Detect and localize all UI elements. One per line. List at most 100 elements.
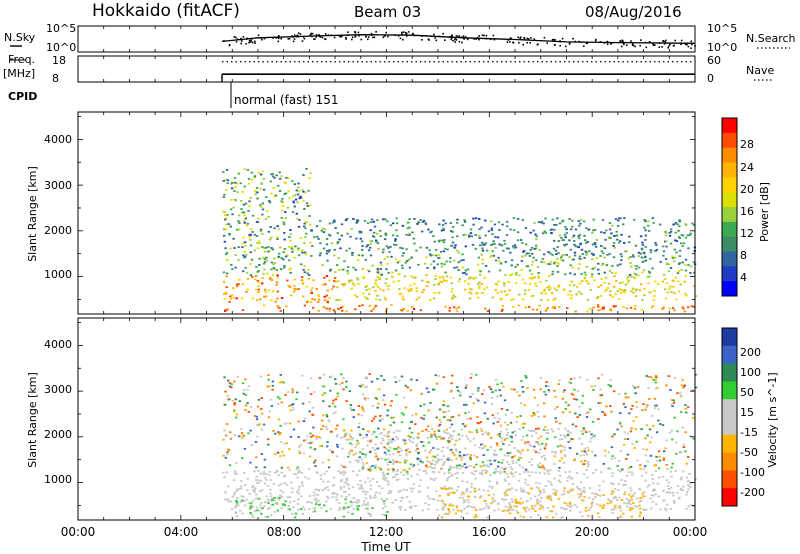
scatter-cell: [296, 490, 299, 493]
scatter-cell: [585, 265, 588, 268]
scatter-cell: [295, 189, 298, 192]
scatter-cell: [573, 243, 576, 246]
scatter-cell: [328, 307, 331, 310]
scatter-cell: [394, 381, 398, 383]
scatter-cell: [298, 445, 301, 448]
scatter-cell: [603, 247, 607, 250]
scatter-cell: [671, 462, 674, 465]
scatter-cell: [575, 398, 578, 401]
scatter-cell: [278, 177, 282, 180]
noise-sky-point: [527, 38, 530, 40]
scatter-cell: [351, 512, 354, 515]
scatter-cell: [515, 391, 519, 393]
scatter-cell: [240, 480, 243, 482]
scatter-cell: [470, 292, 473, 295]
scatter-cell: [283, 266, 286, 269]
scatter-cell: [522, 516, 525, 518]
scatter-cell: [654, 250, 657, 252]
scatter-cell: [433, 498, 436, 501]
scatter-cell: [263, 262, 266, 265]
scatter-cell: [260, 182, 263, 185]
scatter-cell: [329, 375, 333, 378]
scatter-cell: [334, 277, 337, 279]
freq-label: Freq.: [8, 53, 35, 66]
scatter-cell: [444, 505, 447, 507]
scatter-cell: [404, 441, 407, 444]
scatter-cell: [485, 286, 489, 289]
velocity-colorbar-swatch: [722, 328, 737, 347]
scatter-cell: [598, 489, 601, 491]
scatter-cell: [625, 498, 628, 500]
noise-sky-point: [451, 34, 453, 36]
scatter-cell: [441, 224, 445, 226]
scatter-cell: [448, 457, 451, 459]
scatter-cell: [599, 494, 602, 497]
noise-sky-point: [694, 45, 696, 47]
noise-sky-point: [297, 35, 300, 38]
scatter-cell: [380, 498, 384, 501]
scatter-cell: [573, 458, 576, 461]
scatter-cell: [442, 455, 445, 458]
scatter-cell: [627, 502, 631, 505]
noise-sky-point: [421, 35, 423, 37]
scatter-cell: [289, 233, 292, 235]
noise-sky-point: [385, 31, 387, 34]
scatter-cell: [356, 501, 360, 504]
scatter-cell: [599, 402, 602, 404]
scatter-cell: [267, 416, 271, 419]
scatter-cell: [661, 280, 664, 283]
scatter-cell: [473, 496, 477, 498]
scatter-cell: [531, 276, 534, 279]
noise-sky-point: [620, 45, 623, 48]
scatter-cell: [592, 498, 595, 501]
scatter-cell: [578, 263, 581, 265]
scatter-cell: [257, 291, 260, 293]
scatter-cell: [281, 205, 285, 207]
scatter-cell: [678, 237, 681, 239]
scatter-cell: [665, 439, 668, 442]
scatter-cell: [491, 497, 494, 500]
scatter-cell: [387, 492, 390, 495]
scatter-cell: [416, 473, 419, 476]
scatter-cell: [322, 373, 326, 376]
scatter-cell: [483, 412, 487, 415]
scatter-cell: [669, 267, 673, 269]
scatter-cell: [490, 229, 493, 231]
scatter-cell: [491, 414, 494, 417]
scatter-cell: [329, 268, 332, 271]
scatter-cell: [411, 441, 415, 444]
scatter-cell: [537, 437, 540, 440]
scatter-cell: [678, 225, 681, 227]
scatter-cell: [262, 304, 266, 307]
scatter-cell: [599, 255, 602, 257]
scatter-cell: [351, 254, 354, 256]
scatter-cell: [448, 440, 451, 442]
scatter-cell: [635, 440, 638, 443]
scatter-cell: [394, 258, 398, 261]
scatter-cell: [599, 284, 603, 287]
velocity-colorbar-swatch: [722, 434, 737, 453]
scatter-cell: [326, 445, 329, 448]
scatter-cell: [674, 231, 677, 234]
scatter-cell: [360, 504, 364, 507]
scatter-cell: [611, 512, 614, 514]
scatter-cell: [379, 415, 382, 417]
noise-sky-point: [658, 42, 661, 44]
scatter-cell: [518, 274, 521, 277]
scatter-cell: [359, 434, 362, 436]
scatter-cell: [456, 389, 460, 392]
scatter-cell: [558, 466, 561, 469]
scatter-cell: [269, 277, 272, 280]
scatter-cell: [244, 409, 247, 411]
scatter-cell: [426, 425, 430, 428]
scatter-cell: [300, 279, 304, 281]
scatter-cell: [456, 235, 459, 238]
scatter-cell: [410, 256, 413, 259]
scatter-cell: [631, 443, 634, 445]
noise-sky-point: [297, 32, 300, 34]
scatter-cell: [634, 392, 638, 395]
scatter-cell: [464, 447, 467, 450]
scatter-cell: [464, 233, 467, 236]
scatter-cell: [631, 385, 635, 387]
scatter-cell: [627, 279, 630, 282]
